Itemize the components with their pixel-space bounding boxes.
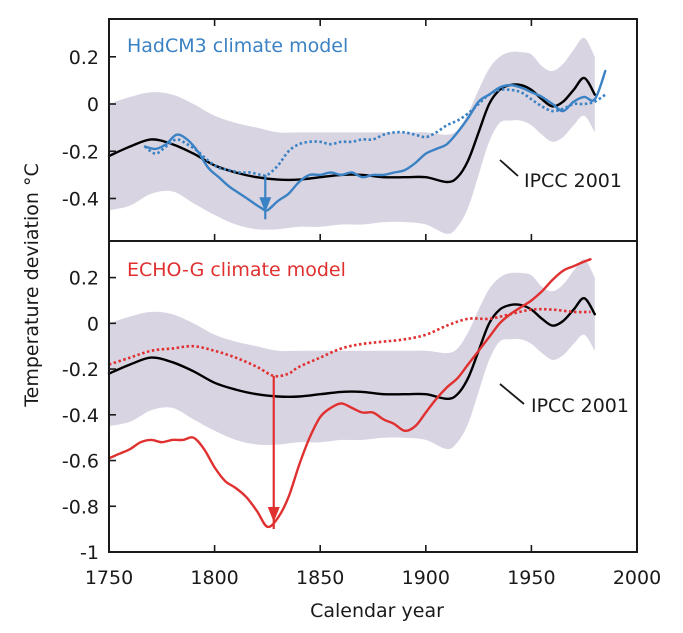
x-tick-label: 1800 xyxy=(190,567,238,589)
x-axis-title: Calendar year xyxy=(310,600,444,622)
x-tick-label: 1900 xyxy=(402,567,450,589)
series-line-hadcm3-solid xyxy=(143,69,607,212)
x-tick-label: 1750 xyxy=(85,567,133,589)
panel-title-hadcm3: HadCM3 climate model xyxy=(127,35,348,57)
plot-frame xyxy=(108,18,638,553)
x-tick-label: 1850 xyxy=(296,567,344,589)
y-tick-label-hadcm3: 0 xyxy=(87,94,99,116)
ipcc-leader-echo-g xyxy=(499,383,525,405)
x-tick-label: 2000 xyxy=(613,567,661,589)
uncertainty-band-echo-g xyxy=(109,259,595,450)
ipcc-label-hadcm3: IPCC 2001 xyxy=(524,170,622,192)
x-axis: 1750 1800 1850 1900 1950 2000 xyxy=(85,19,661,589)
panel-title-echo-g: ECHO-G climate model xyxy=(127,259,346,281)
y-tick-label-echo-g: -1 xyxy=(80,542,99,564)
y-tick-label-hadcm3: -0.4 xyxy=(62,188,99,210)
series-line-ipcc-2001-echo-g xyxy=(107,297,596,400)
y-tick-label-echo-g: -0.4 xyxy=(62,405,99,427)
y-tick-label-hadcm3: 0.2 xyxy=(69,47,99,69)
y-tick-label-echo-g: 0 xyxy=(87,313,99,335)
x-tick-label: 1950 xyxy=(507,567,555,589)
y-tick-label-hadcm3: -0.2 xyxy=(62,141,99,163)
arrow-head-echo-g xyxy=(267,506,280,522)
series-line-echo-g-dotted xyxy=(108,307,591,378)
panel-hadcm3: 0.2 0 -0.2 -0.4 xyxy=(62,37,607,234)
ipcc-leader-hadcm3 xyxy=(499,159,519,177)
y-tick-label-echo-g: 0.2 xyxy=(69,268,99,290)
y-tick-label-echo-g: -0.2 xyxy=(62,359,99,381)
uncertainty-band-hadcm3 xyxy=(109,37,595,234)
y-axis-title: Temperature deviation °C xyxy=(21,163,43,408)
ipcc-label-echo-g: IPCC 2001 xyxy=(531,395,629,417)
y-tick-label-echo-g: -0.8 xyxy=(62,496,99,518)
arrow-head-hadcm3 xyxy=(259,197,272,213)
panel-echo-g: 0.2 0 -0.2 -0.4 -0.6 -0.8 -1 xyxy=(62,258,596,564)
y-tick-label-echo-g: -0.6 xyxy=(62,451,99,473)
series-line-echo-g-solid xyxy=(107,258,592,529)
